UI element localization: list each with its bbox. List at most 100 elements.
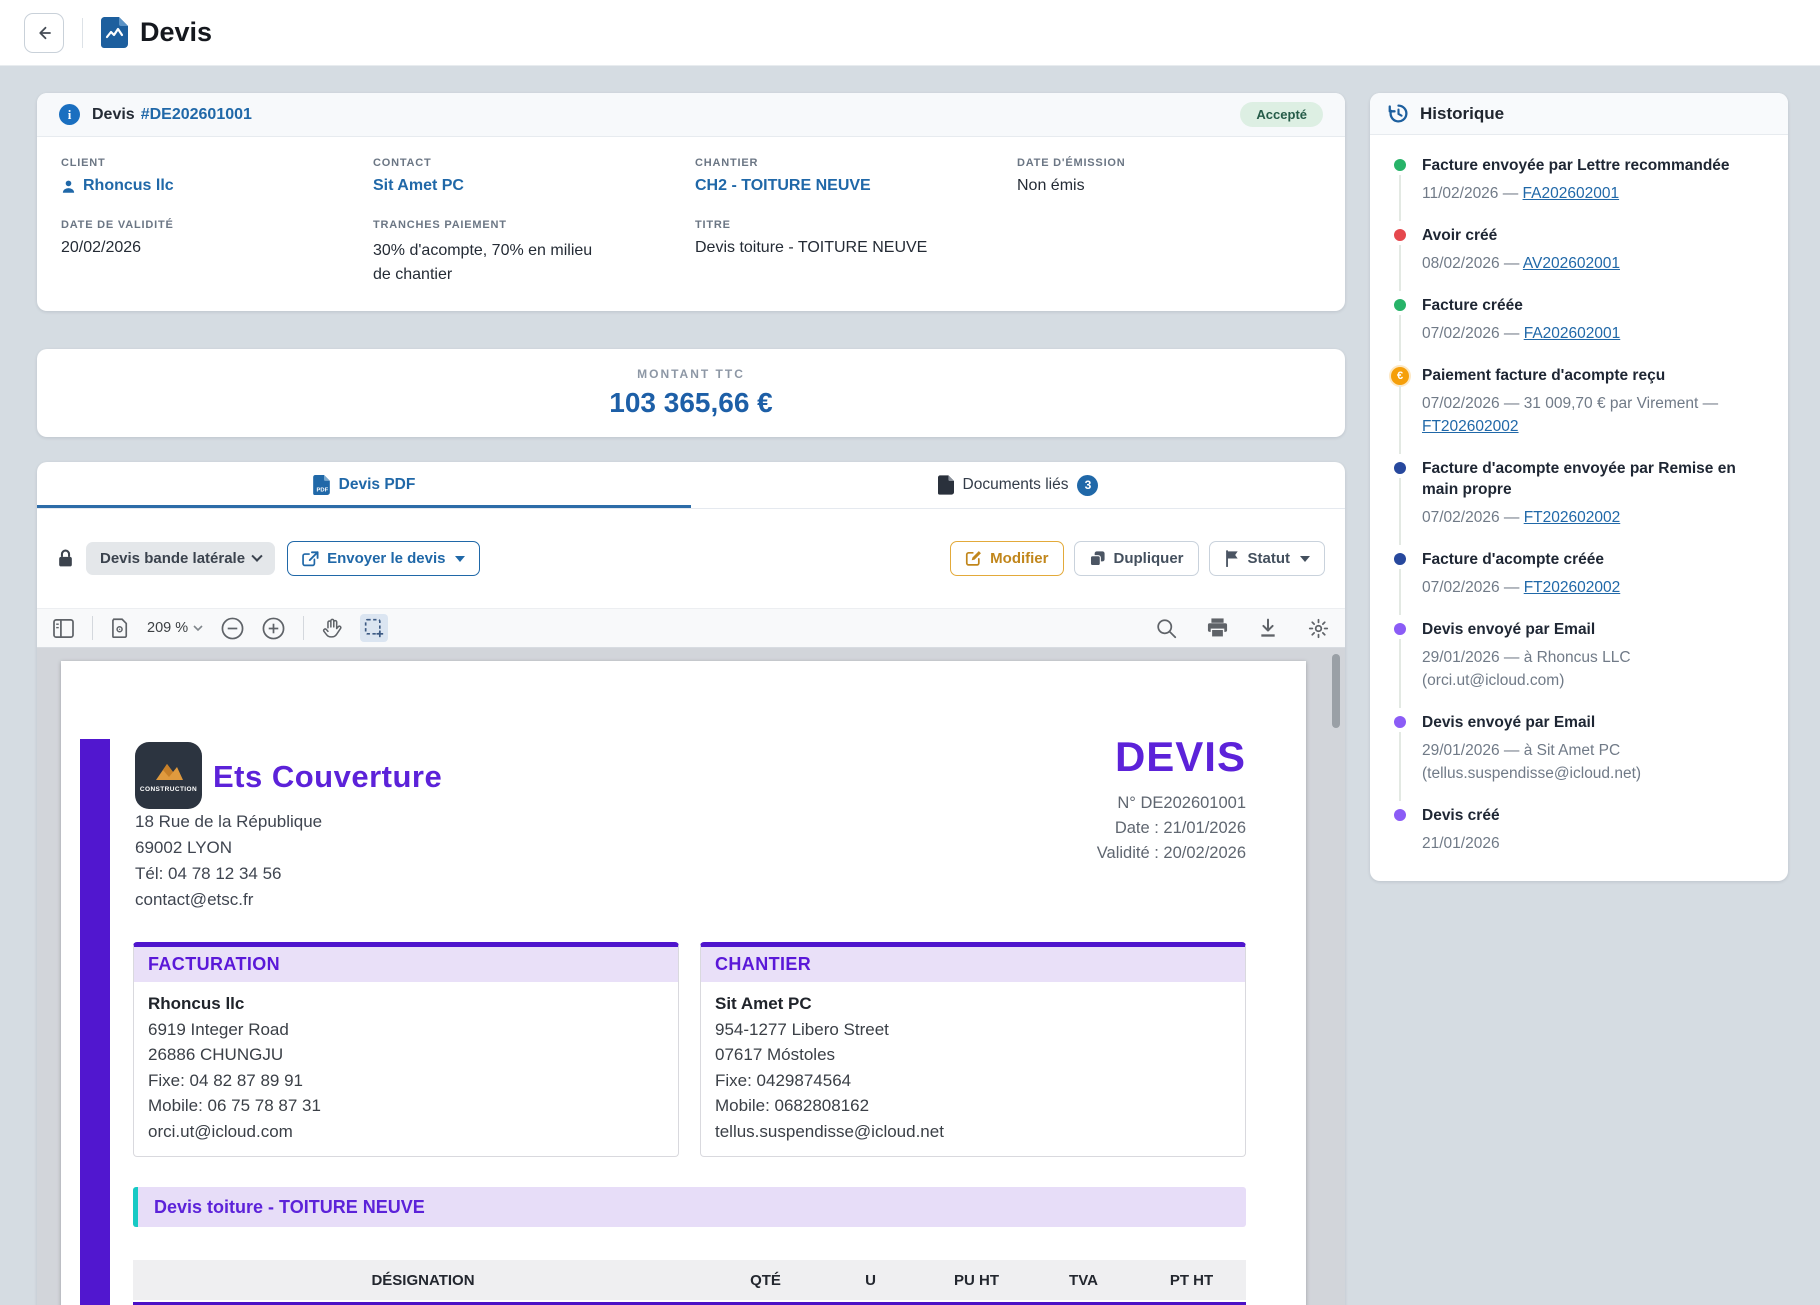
tranches-value: 30% d'acompte, 70% en milieu de chantier: [373, 239, 611, 287]
date-validite-value: 20/02/2026: [61, 239, 373, 257]
document-link[interactable]: FT202602002: [1524, 579, 1621, 596]
zoom-out-icon[interactable]: [221, 617, 244, 640]
copy-icon: [1089, 550, 1106, 567]
user-icon: [61, 179, 76, 194]
edit-icon: [965, 550, 982, 567]
date-emission-value: Non émis: [1017, 177, 1321, 195]
field-contact: CONTACT Sit Amet PC: [373, 157, 695, 195]
flag-icon: [1224, 550, 1240, 567]
devis-number-link[interactable]: #DE202601001: [141, 106, 252, 124]
items-table-header: DÉSIGNATION QTÉ U PU HT TVA PT HT: [133, 1260, 1246, 1300]
devis-info-card: i Devis #DE202601001 Accepté CLIENT Rhon…: [37, 93, 1345, 311]
zoom-level-select[interactable]: 209 %: [147, 620, 203, 636]
amount-value: 103 365,66 €: [609, 387, 773, 419]
caret-down-icon: [455, 556, 465, 562]
document-link[interactable]: AV202602001: [1523, 255, 1620, 272]
worksite-block: CHANTIER Sit Amet PC 954-1277 Libero Str…: [700, 942, 1246, 1157]
field-client: CLIENT Rhoncus llc: [61, 157, 373, 195]
amount-card: MONTANT TTC 103 365,66 €: [37, 349, 1345, 437]
chevron-down-icon: [193, 625, 203, 632]
devis-document-icon: [101, 17, 128, 48]
event-dot: [1394, 299, 1406, 311]
history-event: Devis créé 21/01/2026: [1394, 805, 1766, 859]
history-event: Facture d'acompte créée 07/02/2026 — FT2…: [1394, 549, 1766, 619]
print-icon[interactable]: [1207, 618, 1228, 638]
svg-text:PDF: PDF: [316, 488, 328, 494]
sidebar-toggle-icon[interactable]: [53, 619, 74, 638]
tab-bar: PDF Devis PDF Documents liés 3: [37, 462, 1345, 509]
history-event: Devis envoyé par Email 29/01/2026 — à Si…: [1394, 712, 1766, 805]
divider: [303, 616, 304, 640]
document-link[interactable]: FA202602001: [1523, 185, 1620, 202]
chantier-link[interactable]: CH2 - TOITURE NEUVE: [695, 177, 871, 194]
tab-documents-lies[interactable]: Documents liés 3: [691, 462, 1345, 508]
devis-section-banner: Devis toiture - TOITURE NEUVE: [133, 1187, 1246, 1227]
event-dot: [1394, 229, 1406, 241]
company-logo: CONSTRUCTION: [135, 742, 202, 809]
history-title: Historique: [1420, 104, 1504, 124]
event-dot: [1394, 462, 1406, 474]
download-icon[interactable]: [1258, 618, 1278, 638]
settings-gear-icon[interactable]: [1308, 618, 1329, 639]
euro-payment-icon: €: [1391, 367, 1409, 385]
pdf-viewer-toolbar: 209 %: [37, 608, 1345, 648]
event-dot: [1394, 623, 1406, 635]
document-card: PDF Devis PDF Documents liés 3 Devis ban…: [37, 462, 1345, 1305]
template-select[interactable]: Devis bande latérale: [86, 542, 275, 575]
pdf-file-icon: PDF: [313, 475, 330, 495]
company-address: 18 Rue de la République 69002 LYON Tél: …: [135, 809, 322, 913]
field-titre: TITRE Devis toiture - TOITURE NEUVE: [695, 219, 1017, 287]
client-link[interactable]: Rhoncus llc: [83, 177, 174, 195]
document-title: DEVIS: [1097, 733, 1246, 781]
caret-down-icon: [1300, 556, 1310, 562]
titre-value: Devis toiture - TOITURE NEUVE: [695, 239, 1017, 257]
page-settings-icon[interactable]: [111, 618, 129, 638]
event-dot: [1394, 716, 1406, 728]
pdf-page: CONSTRUCTION Ets Couverture 18 Rue de la…: [61, 661, 1306, 1305]
duplicate-button[interactable]: Dupliquer: [1074, 541, 1199, 576]
send-devis-button[interactable]: Envoyer le devis: [287, 541, 480, 576]
zoom-in-icon[interactable]: [262, 617, 285, 640]
field-date-validite: DATE DE VALIDITÉ 20/02/2026: [61, 219, 373, 287]
document-meta: DEVIS N° DE202601001 Date : 21/01/2026 V…: [1097, 733, 1246, 866]
billing-block: FACTURATION Rhoncus llc 6919 Integer Roa…: [133, 942, 679, 1157]
pdf-side-band: [80, 739, 110, 1305]
chevron-down-icon: [251, 550, 262, 561]
field-tranches: TRANCHES PAIEMENT 30% d'acompte, 70% en …: [373, 219, 695, 287]
document-link[interactable]: FT202602002: [1422, 418, 1519, 435]
pdf-viewport[interactable]: CONSTRUCTION Ets Couverture 18 Rue de la…: [37, 648, 1345, 1305]
modify-button[interactable]: Modifier: [950, 541, 1063, 576]
history-timeline: Facture envoyée par Lettre recommandée 1…: [1370, 135, 1788, 881]
top-bar: Devis: [0, 0, 1820, 66]
status-button[interactable]: Statut: [1209, 541, 1326, 576]
amount-label: MONTANT TTC: [637, 367, 745, 381]
field-chantier: CHANTIER CH2 - TOITURE NEUVE: [695, 157, 1017, 195]
document-link[interactable]: FT202602002: [1524, 509, 1621, 526]
history-event: Facture d'acompte envoyée par Remise en …: [1394, 458, 1766, 549]
viewer-scrollbar[interactable]: [1332, 654, 1340, 728]
event-dot: [1394, 159, 1406, 171]
document-toolbar: Devis bande latérale Envoyer le devis Mo…: [37, 509, 1345, 608]
history-event: Devis envoyé par Email 29/01/2026 — à Rh…: [1394, 619, 1766, 712]
info-icon: i: [59, 104, 80, 125]
history-icon: [1388, 103, 1409, 124]
divider: [82, 18, 83, 48]
status-badge: Accepté: [1240, 102, 1323, 127]
back-button[interactable]: [24, 13, 64, 53]
select-tool-icon[interactable]: [360, 614, 388, 642]
history-event: Facture envoyée par Lettre recommandée 1…: [1394, 155, 1766, 225]
document-icon: [938, 475, 954, 495]
search-icon[interactable]: [1156, 618, 1177, 639]
arrow-left-icon: [35, 24, 53, 42]
tab-devis-pdf[interactable]: PDF Devis PDF: [37, 462, 691, 508]
document-link[interactable]: FA202602001: [1524, 325, 1621, 342]
contact-link[interactable]: Sit Amet PC: [373, 177, 464, 194]
hand-tool-icon[interactable]: [322, 618, 342, 639]
company-name: Ets Couverture: [213, 759, 442, 795]
history-event: Facture créée 07/02/2026 — FA202602001: [1394, 295, 1766, 365]
page-title: Devis: [140, 17, 212, 48]
divider: [92, 616, 93, 640]
documents-count-badge: 3: [1077, 475, 1098, 496]
send-icon: [302, 551, 319, 567]
history-card: Historique Facture envoyée par Lettre re…: [1370, 93, 1788, 881]
